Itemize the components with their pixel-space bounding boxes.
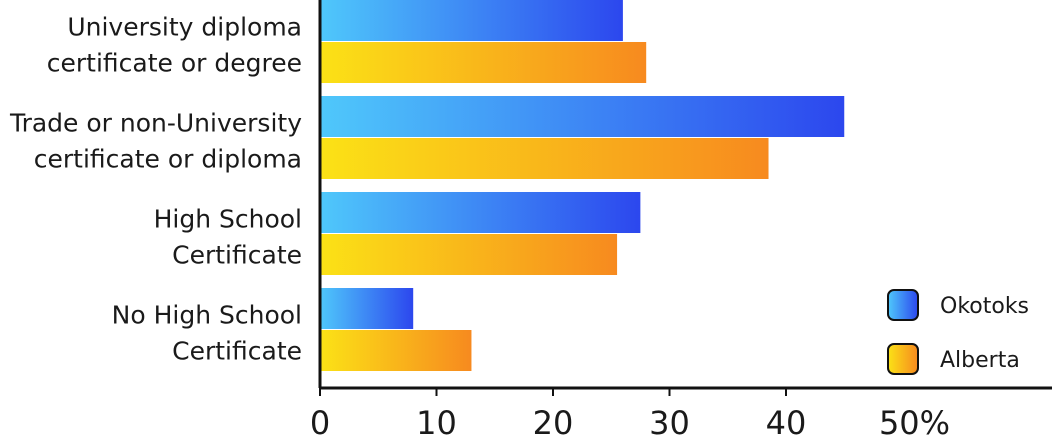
x-tick-label-10: 10	[416, 404, 457, 442]
bar-alberta-0	[320, 42, 647, 83]
category-labels: University diploma certificate or degree T…	[9, 13, 302, 366]
category-label-2-line-1: Certificate	[172, 241, 302, 270]
bar-okotoks-1	[320, 96, 845, 137]
x-axis-ticks: 0 10 20 30 40 50%	[310, 388, 950, 442]
x-tick-label-30: 30	[649, 404, 690, 442]
x-tick-label-50: 50%	[879, 404, 950, 442]
category-label-1-line-1: certificate or diploma	[34, 145, 302, 174]
bar-alberta-2	[320, 234, 618, 275]
bars-group	[320, 0, 845, 371]
legend-label-alberta: Alberta	[940, 348, 1020, 373]
category-label-0-line-0: University diploma	[67, 13, 302, 42]
category-label-2-line-0: High School	[154, 205, 302, 234]
category-label-0-line-1: certificate or degree	[47, 49, 302, 78]
bar-okotoks-0	[320, 0, 623, 41]
bar-alberta-1	[320, 138, 769, 179]
legend-swatch-alberta	[887, 343, 919, 375]
category-label-3-line-0: No High School	[112, 301, 302, 330]
category-label-3-line-1: Certificate	[172, 337, 302, 366]
legend: Okotoks Alberta	[887, 289, 1029, 375]
bar-okotoks-2	[320, 192, 641, 233]
bar-alberta-3	[320, 330, 472, 371]
x-tick-label-40: 40	[766, 404, 807, 442]
bar-okotoks-3	[320, 288, 414, 329]
x-tick-label-0: 0	[310, 404, 330, 442]
x-tick-label-20: 20	[533, 404, 574, 442]
legend-label-okotoks: Okotoks	[940, 294, 1029, 319]
category-label-1-line-0: Trade or non-University	[9, 109, 302, 138]
legend-swatch-okotoks	[887, 289, 919, 321]
